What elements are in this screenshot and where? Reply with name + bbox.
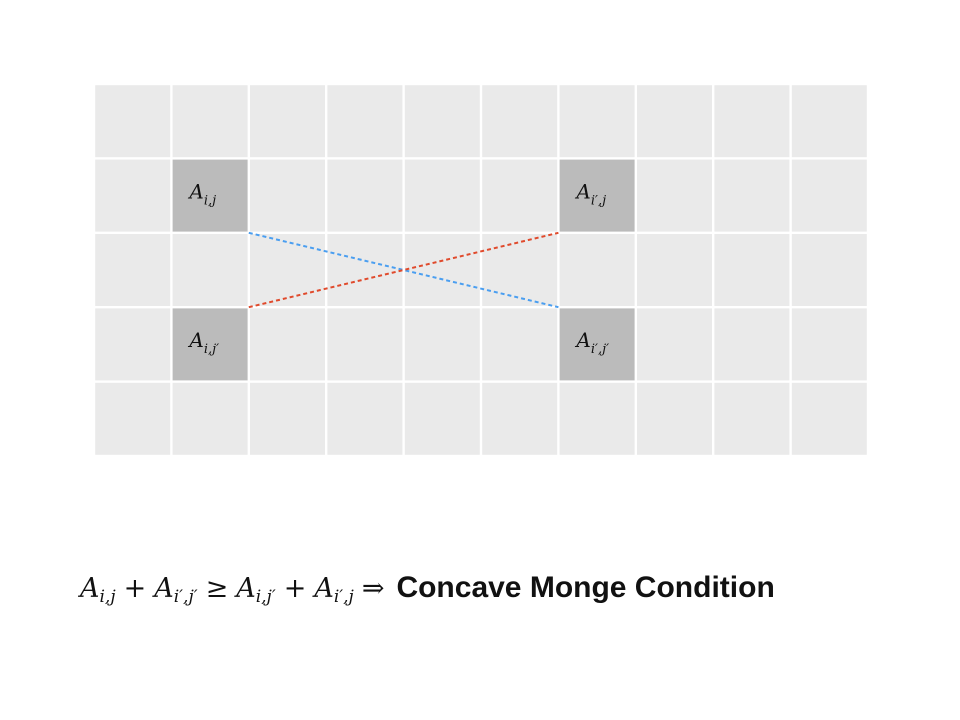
grid-cell: [637, 159, 712, 232]
grid-cell: [95, 382, 171, 455]
grid-cell: [250, 159, 325, 232]
highlighted-cell: [559, 159, 635, 232]
grid-cell: [714, 382, 790, 455]
formula-term3-base: A: [236, 572, 256, 604]
grid-cell: [250, 382, 325, 455]
grid-cell: [637, 308, 712, 381]
formula-term2-sub: i′,j′: [173, 587, 198, 607]
grid-cell: [404, 308, 480, 381]
grid-cell: [791, 308, 867, 381]
grid-cell: [637, 234, 712, 306]
formula-plus-2: +: [283, 572, 307, 604]
grid-cell: [791, 382, 867, 455]
grid-cell: [791, 159, 867, 232]
grid-cell: [791, 85, 867, 158]
grid-cell: [95, 85, 171, 158]
grid-cell: [327, 85, 403, 158]
grid-cell: [95, 308, 171, 381]
grid-cell: [404, 382, 480, 455]
grid-cell: [404, 159, 480, 232]
grid-cell: [791, 234, 867, 306]
formula-term1-sub: i,j: [99, 587, 116, 607]
cell-label-sub: i′,j′: [591, 342, 609, 357]
grid-cell: [327, 382, 403, 455]
highlighted-cell: [559, 308, 635, 381]
grid-cell: [172, 234, 248, 306]
formula-plus-1: +: [123, 572, 147, 604]
grid-cell: [172, 382, 248, 455]
formula-implies: ⇒: [361, 572, 385, 604]
formula-term3-sub: i,j′: [255, 587, 276, 607]
cell-label: Ai,j′: [187, 328, 219, 357]
highlighted-cell: [172, 159, 248, 232]
grid-cell: [637, 85, 712, 158]
grid-cell: [327, 308, 403, 381]
cell-label-sub: i,j′: [204, 342, 219, 357]
grid-cell: [714, 308, 790, 381]
grid-cell: [327, 159, 403, 232]
grid-cell: [714, 85, 790, 158]
grid-cell: [172, 85, 248, 158]
grid-cell: [714, 159, 790, 232]
grid-cell: [482, 308, 558, 381]
cell-label-sub: i′,j: [591, 193, 606, 208]
formula-term1-base: A: [80, 572, 100, 604]
cell-label-base: A: [187, 179, 203, 203]
grid-cell: [250, 308, 325, 381]
grid-cell: [482, 85, 558, 158]
formula-term4-sub: i′,j: [333, 587, 354, 607]
grid-cell: [714, 234, 790, 306]
condition-title: Concave Monge Condition: [396, 571, 775, 604]
cell-label-base: A: [574, 179, 590, 203]
cell-label: Ai′,j: [574, 179, 606, 208]
formula-geq: ≥: [205, 572, 229, 604]
formula-term4-base: A: [314, 572, 334, 604]
cell-label: Ai′,j′: [574, 328, 609, 357]
grid-cell: [559, 382, 635, 455]
grid-cell: [637, 382, 712, 455]
grid-cell: [404, 234, 480, 306]
cell-label-base: A: [187, 328, 203, 352]
grid-cell: [482, 234, 558, 306]
cell-label-base: A: [574, 328, 590, 352]
cell-label: Ai,j: [187, 179, 216, 208]
grid-cell: [482, 159, 558, 232]
formula-term2-base: A: [154, 572, 174, 604]
grid-cell: [559, 234, 635, 306]
grid-cell: [95, 159, 171, 232]
grid-cell: [482, 382, 558, 455]
grid-cell: [404, 85, 480, 158]
highlighted-cell: [172, 308, 248, 381]
grid-cell: [250, 85, 325, 158]
grid-cell: [327, 234, 403, 306]
grid-cell: [559, 85, 635, 158]
grid-cell: [95, 234, 171, 306]
cell-label-sub: i,j: [204, 193, 216, 208]
grid-cell: [250, 234, 325, 306]
